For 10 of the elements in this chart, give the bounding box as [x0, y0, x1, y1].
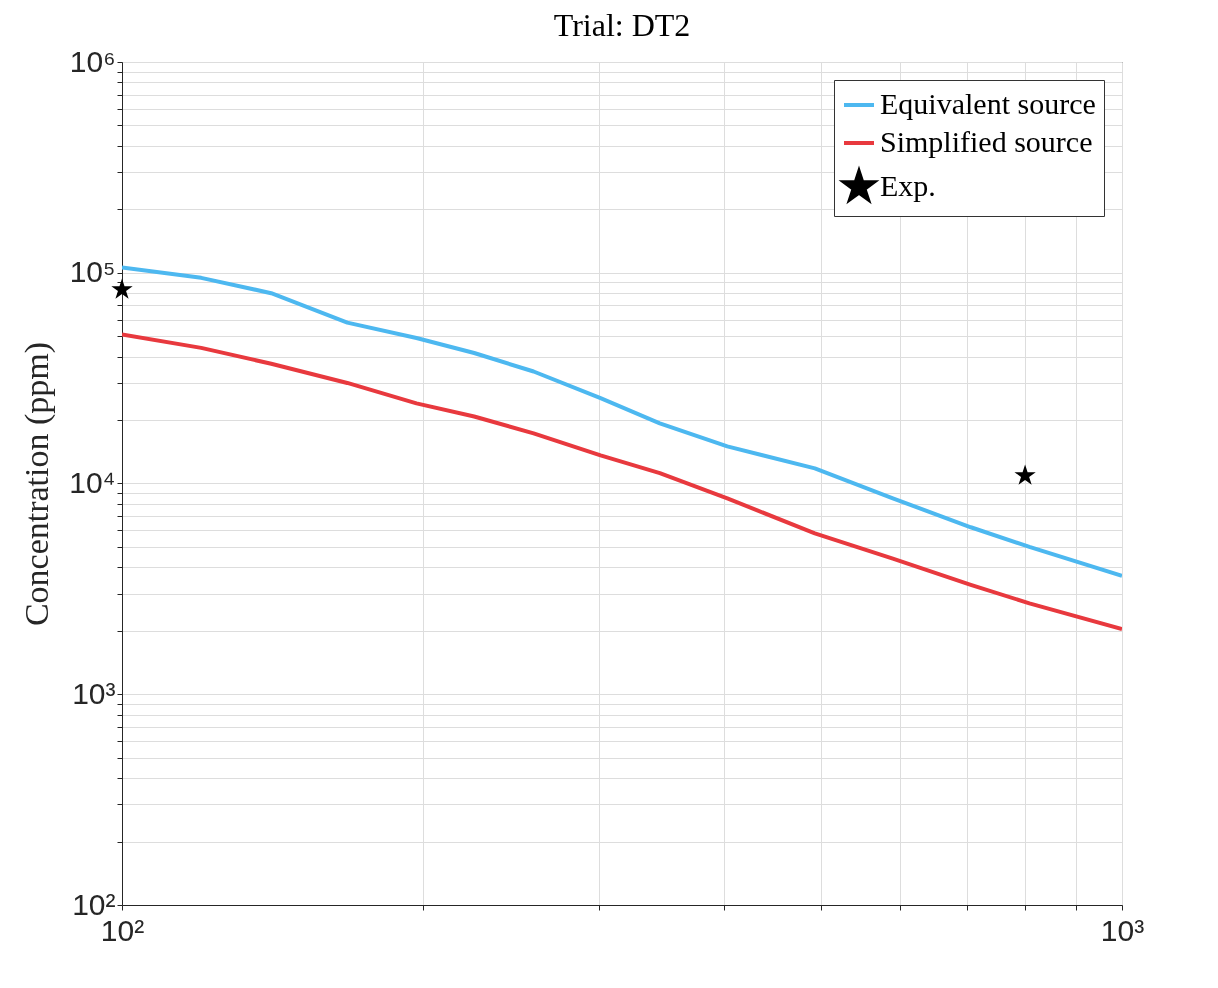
chart-title: Trial: DT2 [553, 7, 691, 43]
y-tick-label: 10⁴ [69, 466, 116, 499]
legend-label: Exp. [880, 169, 936, 202]
y-tick-label: 10³ [72, 676, 116, 710]
y-tick-label: 10⁶ [69, 44, 116, 78]
y-tick-label: 10² [72, 887, 116, 921]
y-tick-label: 10⁵ [69, 255, 116, 289]
y-axis-title: Concentration (ppm) [18, 341, 57, 627]
legend-label: Simplified source [880, 125, 1093, 158]
legend-label: Equivalent source [880, 87, 1096, 120]
